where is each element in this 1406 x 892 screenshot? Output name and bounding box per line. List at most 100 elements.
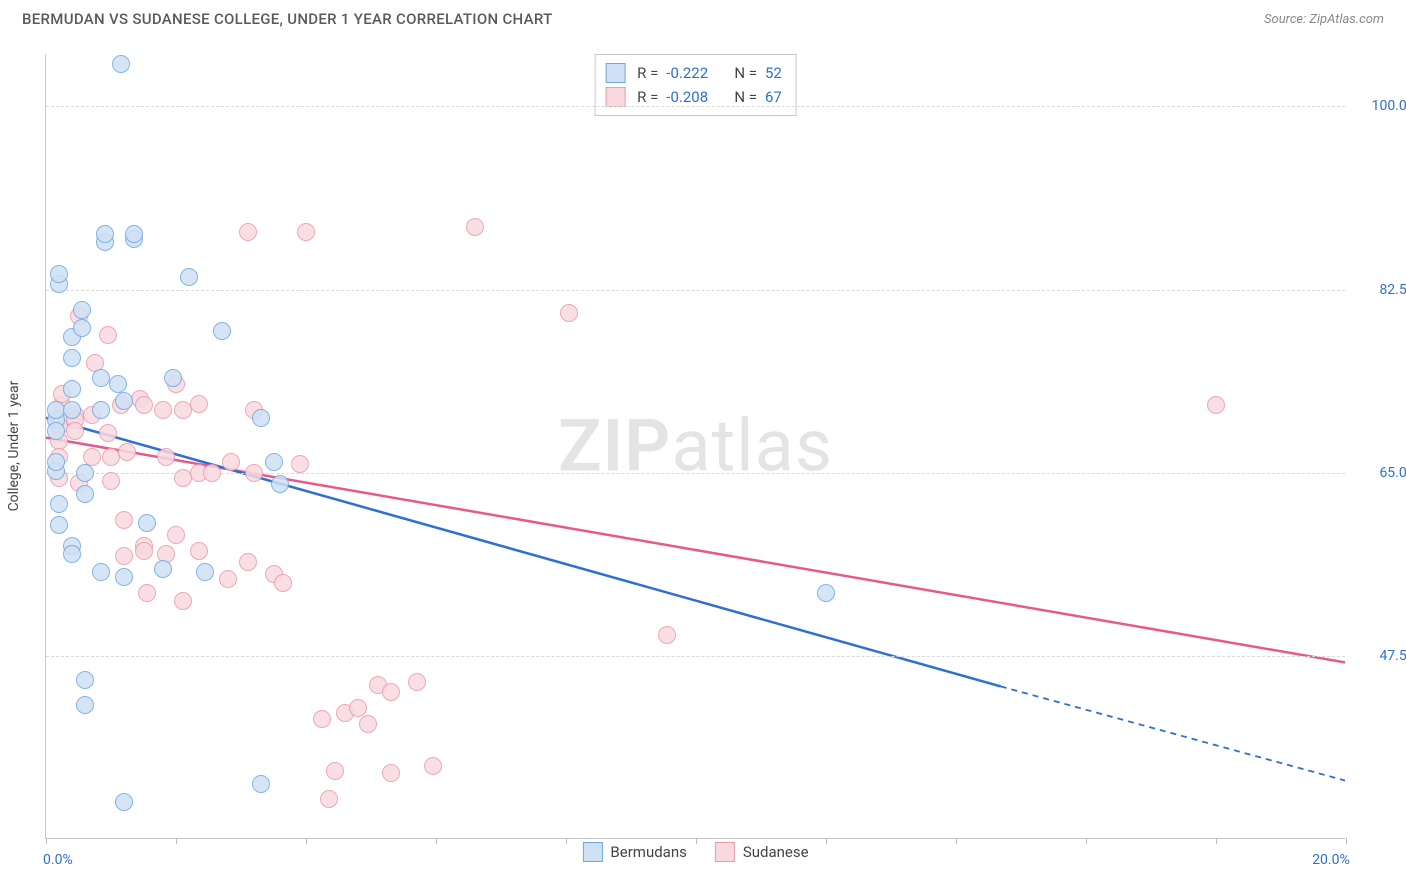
data-point: [658, 626, 676, 644]
data-point: [213, 322, 231, 340]
data-point: [135, 396, 153, 414]
y-tick-label: 82.5%: [1357, 282, 1406, 298]
swatch-a-icon: [582, 842, 602, 862]
data-point: [154, 401, 172, 419]
data-point: [382, 764, 400, 782]
trend-lines-layer: [46, 54, 1345, 838]
data-point: [466, 218, 484, 236]
y-tick-label: 65.0%: [1357, 465, 1406, 481]
data-point: [76, 485, 94, 503]
data-point: [73, 301, 91, 319]
data-point: [125, 225, 143, 243]
data-point: [47, 453, 65, 471]
data-point: [99, 424, 117, 442]
data-point: [203, 464, 221, 482]
watermark: ZIPatlas: [558, 404, 833, 489]
data-point: [167, 526, 185, 544]
data-point: [63, 545, 81, 563]
gridline: [46, 290, 1345, 291]
swatch-b-icon: [715, 842, 735, 862]
data-point: [66, 422, 84, 440]
data-point: [265, 453, 283, 471]
data-point: [115, 547, 133, 565]
x-tick: [956, 838, 957, 844]
data-point: [313, 710, 331, 728]
data-point: [190, 542, 208, 560]
data-point: [560, 304, 578, 322]
x-tick: [1346, 838, 1347, 844]
data-point: [63, 401, 81, 419]
data-point: [76, 696, 94, 714]
y-tick-label: 100.0%: [1357, 98, 1406, 114]
data-point: [291, 455, 309, 473]
gridline: [46, 473, 1345, 474]
data-point: [138, 584, 156, 602]
x-tick: [696, 838, 697, 844]
x-tick: [826, 838, 827, 844]
data-point: [424, 757, 442, 775]
data-point: [109, 375, 127, 393]
x-tick: [46, 838, 47, 844]
data-point: [382, 683, 400, 701]
data-point: [50, 495, 68, 513]
swatch-b: [605, 87, 625, 107]
legend-row-a: R = -0.222 N = 52: [605, 61, 782, 85]
data-point: [164, 369, 182, 387]
data-point: [115, 511, 133, 529]
data-point: [174, 592, 192, 610]
y-axis-title: College, Under 1 year: [6, 381, 22, 512]
data-point: [196, 563, 214, 581]
data-point: [112, 55, 130, 73]
data-point: [73, 319, 91, 337]
data-point: [320, 790, 338, 808]
legend-item-a: Bermudans: [582, 842, 686, 862]
data-point: [297, 223, 315, 241]
data-point: [92, 369, 110, 387]
series-legend: Bermudans Sudanese: [582, 842, 808, 862]
data-point: [92, 401, 110, 419]
data-point: [252, 775, 270, 793]
data-point: [274, 574, 292, 592]
x-tick: [436, 838, 437, 844]
data-point: [138, 514, 156, 532]
data-point: [245, 464, 263, 482]
data-point: [47, 422, 65, 440]
x-tick: [176, 838, 177, 844]
chart-title: BERMUDAN VS SUDANESE COLLEGE, UNDER 1 YE…: [22, 10, 553, 28]
source-label: Source: ZipAtlas.com: [1264, 12, 1384, 27]
gridline: [46, 106, 1345, 107]
data-point: [102, 472, 120, 490]
data-point: [92, 563, 110, 581]
legend-item-b: Sudanese: [715, 842, 809, 862]
data-point: [76, 464, 94, 482]
data-point: [271, 475, 289, 493]
data-point: [63, 349, 81, 367]
data-point: [222, 453, 240, 471]
gridline: [46, 656, 1345, 657]
data-point: [817, 584, 835, 602]
data-point: [408, 673, 426, 691]
y-tick-label: 47.5%: [1357, 648, 1406, 664]
x-tick-label: 20.0%: [1312, 852, 1350, 868]
data-point: [115, 392, 133, 410]
data-point: [239, 553, 257, 571]
data-point: [135, 542, 153, 560]
data-point: [96, 225, 114, 243]
data-point: [118, 443, 136, 461]
data-point: [115, 568, 133, 586]
data-point: [50, 265, 68, 283]
x-tick: [1086, 838, 1087, 844]
data-point: [154, 560, 172, 578]
data-point: [180, 268, 198, 286]
data-point: [239, 223, 257, 241]
data-point: [190, 395, 208, 413]
data-point: [76, 671, 94, 689]
x-tick: [566, 838, 567, 844]
data-point: [252, 409, 270, 427]
data-point: [359, 715, 377, 733]
plot-area: ZIPatlas R = -0.222 N = 52 R = -0.208 N …: [45, 54, 1345, 839]
data-point: [219, 570, 237, 588]
data-point: [115, 793, 133, 811]
x-tick: [1216, 838, 1217, 844]
data-point: [63, 380, 81, 398]
